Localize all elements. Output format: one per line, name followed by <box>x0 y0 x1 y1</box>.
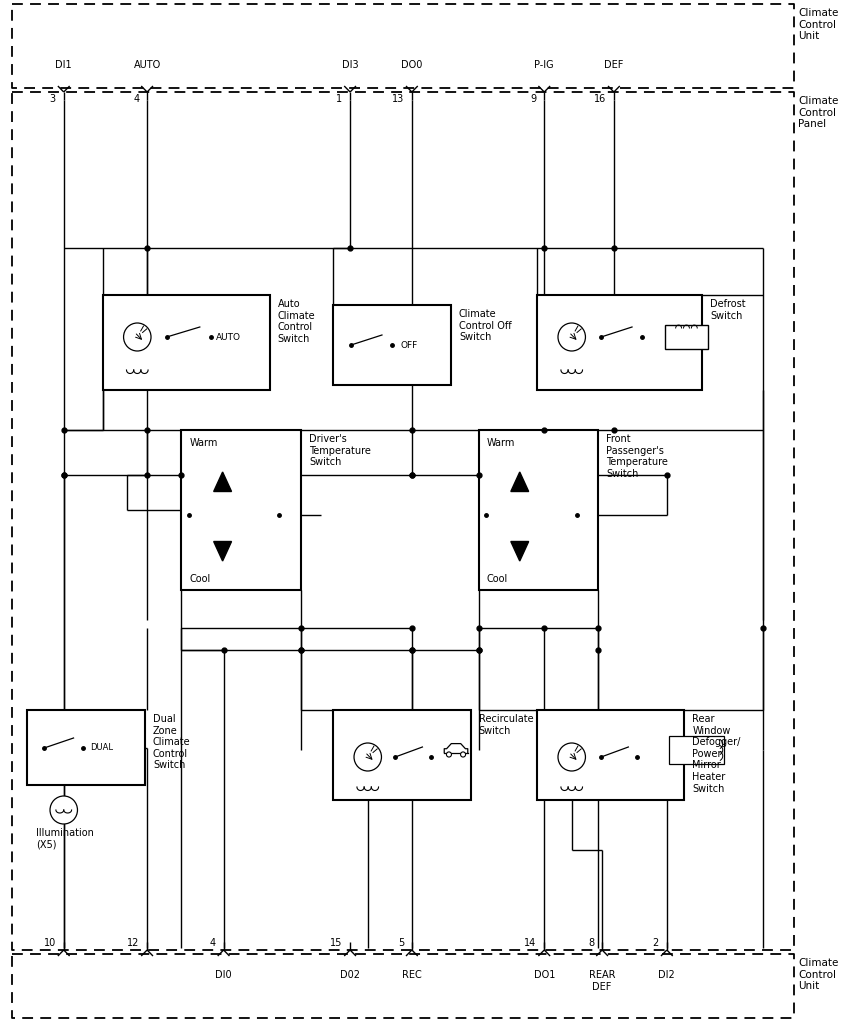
Bar <box>537 710 684 800</box>
Text: Warm: Warm <box>486 438 514 449</box>
Text: 13: 13 <box>392 94 403 104</box>
Bar <box>333 710 470 800</box>
Polygon shape <box>214 472 231 492</box>
Text: 10: 10 <box>44 938 56 948</box>
Text: Front
Passenger's
Temperature
Switch: Front Passenger's Temperature Switch <box>605 434 667 479</box>
Circle shape <box>460 752 465 757</box>
Text: 1: 1 <box>336 94 342 104</box>
Text: Cool: Cool <box>189 574 210 584</box>
Text: DUAL: DUAL <box>90 743 113 753</box>
Polygon shape <box>511 472 528 492</box>
Circle shape <box>123 323 151 351</box>
Text: 8: 8 <box>587 938 593 948</box>
Text: 14: 14 <box>523 938 536 948</box>
Text: P-IG: P-IG <box>533 60 554 70</box>
Text: 9: 9 <box>530 94 536 104</box>
Text: 3: 3 <box>50 94 56 104</box>
Text: 5: 5 <box>398 938 403 948</box>
Bar <box>478 430 598 590</box>
Text: Defrost
Switch: Defrost Switch <box>709 299 744 321</box>
Text: REAR
DEF: REAR DEF <box>588 970 614 991</box>
Text: Driver's
Temperature
Switch: Driver's Temperature Switch <box>309 434 371 467</box>
Text: DI3: DI3 <box>341 60 358 70</box>
Text: DI1: DI1 <box>56 60 72 70</box>
Polygon shape <box>511 542 528 561</box>
Bar <box>537 295 701 390</box>
Circle shape <box>50 796 78 824</box>
Text: 12: 12 <box>127 938 139 948</box>
Circle shape <box>557 323 585 351</box>
Text: Climate
Control
Unit: Climate Control Unit <box>798 8 837 41</box>
Bar <box>103 295 269 390</box>
Text: Recirculate
Switch: Recirculate Switch <box>478 714 533 735</box>
Text: Rear
Window
Defogger/
Power
Mirror
Heater
Switch: Rear Window Defogger/ Power Mirror Heate… <box>691 714 740 794</box>
Text: Climate
Control
Unit: Climate Control Unit <box>798 958 837 991</box>
Bar <box>668 736 722 764</box>
Text: Auto
Climate
Control
Switch: Auto Climate Control Switch <box>277 299 315 344</box>
Bar <box>333 305 451 385</box>
Text: DI2: DI2 <box>657 970 674 980</box>
Circle shape <box>446 752 451 757</box>
Text: 4: 4 <box>209 938 215 948</box>
Circle shape <box>557 743 585 771</box>
Circle shape <box>354 743 381 771</box>
Text: REC: REC <box>402 970 421 980</box>
Text: AUTO: AUTO <box>133 60 160 70</box>
Bar <box>181 430 300 590</box>
Bar <box>27 710 145 785</box>
Bar <box>664 325 707 349</box>
Text: Climate
Control Off
Switch: Climate Control Off Switch <box>458 309 511 342</box>
Text: Warm: Warm <box>189 438 218 449</box>
Text: Cool: Cool <box>486 574 507 584</box>
Text: AUTO: AUTO <box>215 333 241 341</box>
Polygon shape <box>214 542 231 561</box>
Text: D02: D02 <box>339 970 360 980</box>
Text: 16: 16 <box>593 94 605 104</box>
Text: DI0: DI0 <box>215 970 231 980</box>
Text: 15: 15 <box>329 938 342 948</box>
Text: Climate
Control
Panel: Climate Control Panel <box>798 96 837 129</box>
Text: DO0: DO0 <box>401 60 422 70</box>
Text: DEF: DEF <box>603 60 623 70</box>
Text: Illumination
(X5): Illumination (X5) <box>36 828 94 850</box>
Text: Dual
Zone
Climate
Control
Switch: Dual Zone Climate Control Switch <box>153 714 191 770</box>
Text: 2: 2 <box>652 938 658 948</box>
Text: OFF: OFF <box>399 341 417 349</box>
Text: DO1: DO1 <box>533 970 555 980</box>
Text: 4: 4 <box>133 94 139 104</box>
